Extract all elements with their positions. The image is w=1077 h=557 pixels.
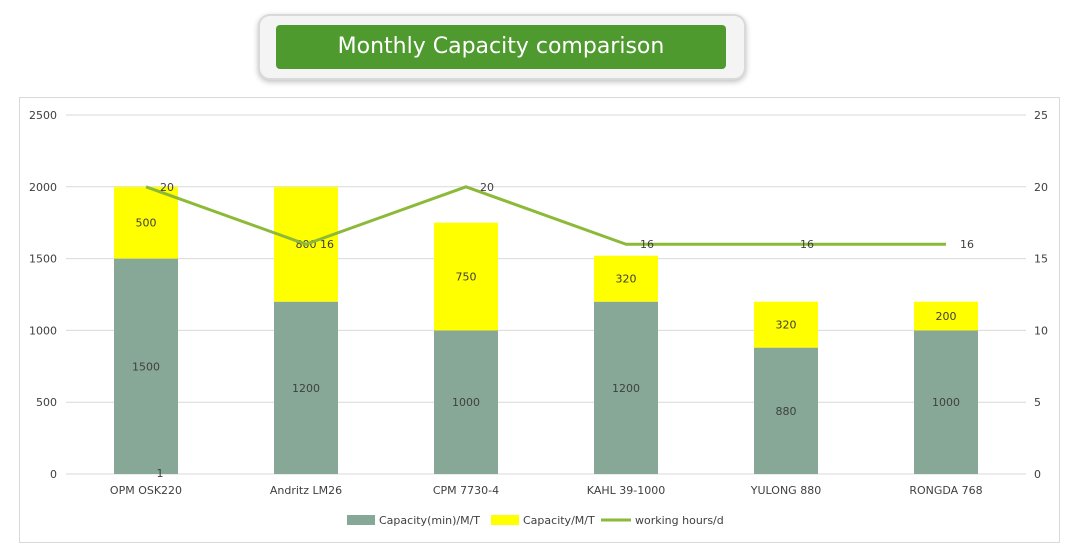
bar-capacity [594,255,658,302]
bar-min-capacity [434,330,498,474]
data-label-working-hours: 16 [800,238,814,251]
legend-label-min-capacity: Capacity(min)/M/T [379,514,480,527]
y-tick-label: 1000 [29,324,57,337]
y2-tick-label: 0 [1034,468,1041,481]
chart-title: Monthly Capacity comparison [276,25,726,69]
x-tick-label: RONGDA 768 [909,484,982,497]
data-label-working-hours: 16 [960,238,974,251]
y-tick-label: 2000 [29,181,57,194]
y2-tick-label: 5 [1034,396,1041,409]
bar-capacity [914,301,978,331]
data-label-min-capacity: 1000 [932,396,960,409]
bar-capacity [434,222,498,331]
y2-tick-label: 25 [1034,109,1048,122]
y2-tick-label: 20 [1034,181,1048,194]
legend-swatch-min-capacity [347,515,375,525]
data-label-working-hours: 16 [640,238,654,251]
data-label-working-hours: 16 [320,238,334,251]
y2-tick-label: 15 [1034,253,1048,266]
data-label-min-capacity: 1000 [452,396,480,409]
data-label-min-capacity: 1500 [132,360,160,373]
bar-capacity [754,301,818,348]
data-label-working-hours: 20 [480,181,494,194]
x-tick-label: KAHL 39-1000 [587,484,665,497]
title-frame: Monthly Capacity comparison [258,14,746,80]
data-label-min-capacity: 1200 [612,382,640,395]
y-tick-label: 500 [36,396,57,409]
y-tick-label: 1500 [29,253,57,266]
data-label-capacity: 320 [776,319,797,332]
chart-frame [19,97,1060,543]
y-tick-label: 0 [50,468,57,481]
bar-capacity [114,186,178,259]
data-label-capacity: 500 [136,217,157,230]
x-tick-label: OPM OSK220 [110,484,182,497]
data-label-capacity: 200 [936,310,957,323]
legend-swatch-capacity [491,515,519,525]
x-tick-label: CPM 7730-4 [433,484,499,497]
line-working-hours [145,185,946,246]
legend-label-working-hours: working hours/d [635,514,724,527]
x-tick-label: YULONG 880 [750,484,821,497]
data-label-min-capacity: 880 [776,405,797,418]
data-label-working-hours: 20 [160,181,174,194]
y2-tick-label: 10 [1034,324,1048,337]
data-label-min-capacity: 1200 [292,382,320,395]
bar-min-capacity [274,301,338,474]
bar-min-capacity [754,347,818,474]
legend-label-capacity: Capacity/M/T [523,514,595,527]
bar-min-capacity [914,330,978,474]
data-label-capacity: 320 [616,273,637,286]
x-tick-label: Andritz LM26 [270,484,342,497]
annotation-label: 1 [157,467,164,480]
bar-min-capacity [114,258,178,474]
data-label-capacity: 750 [456,271,477,284]
bar-min-capacity [594,301,658,474]
y-tick-label: 2500 [29,109,57,122]
